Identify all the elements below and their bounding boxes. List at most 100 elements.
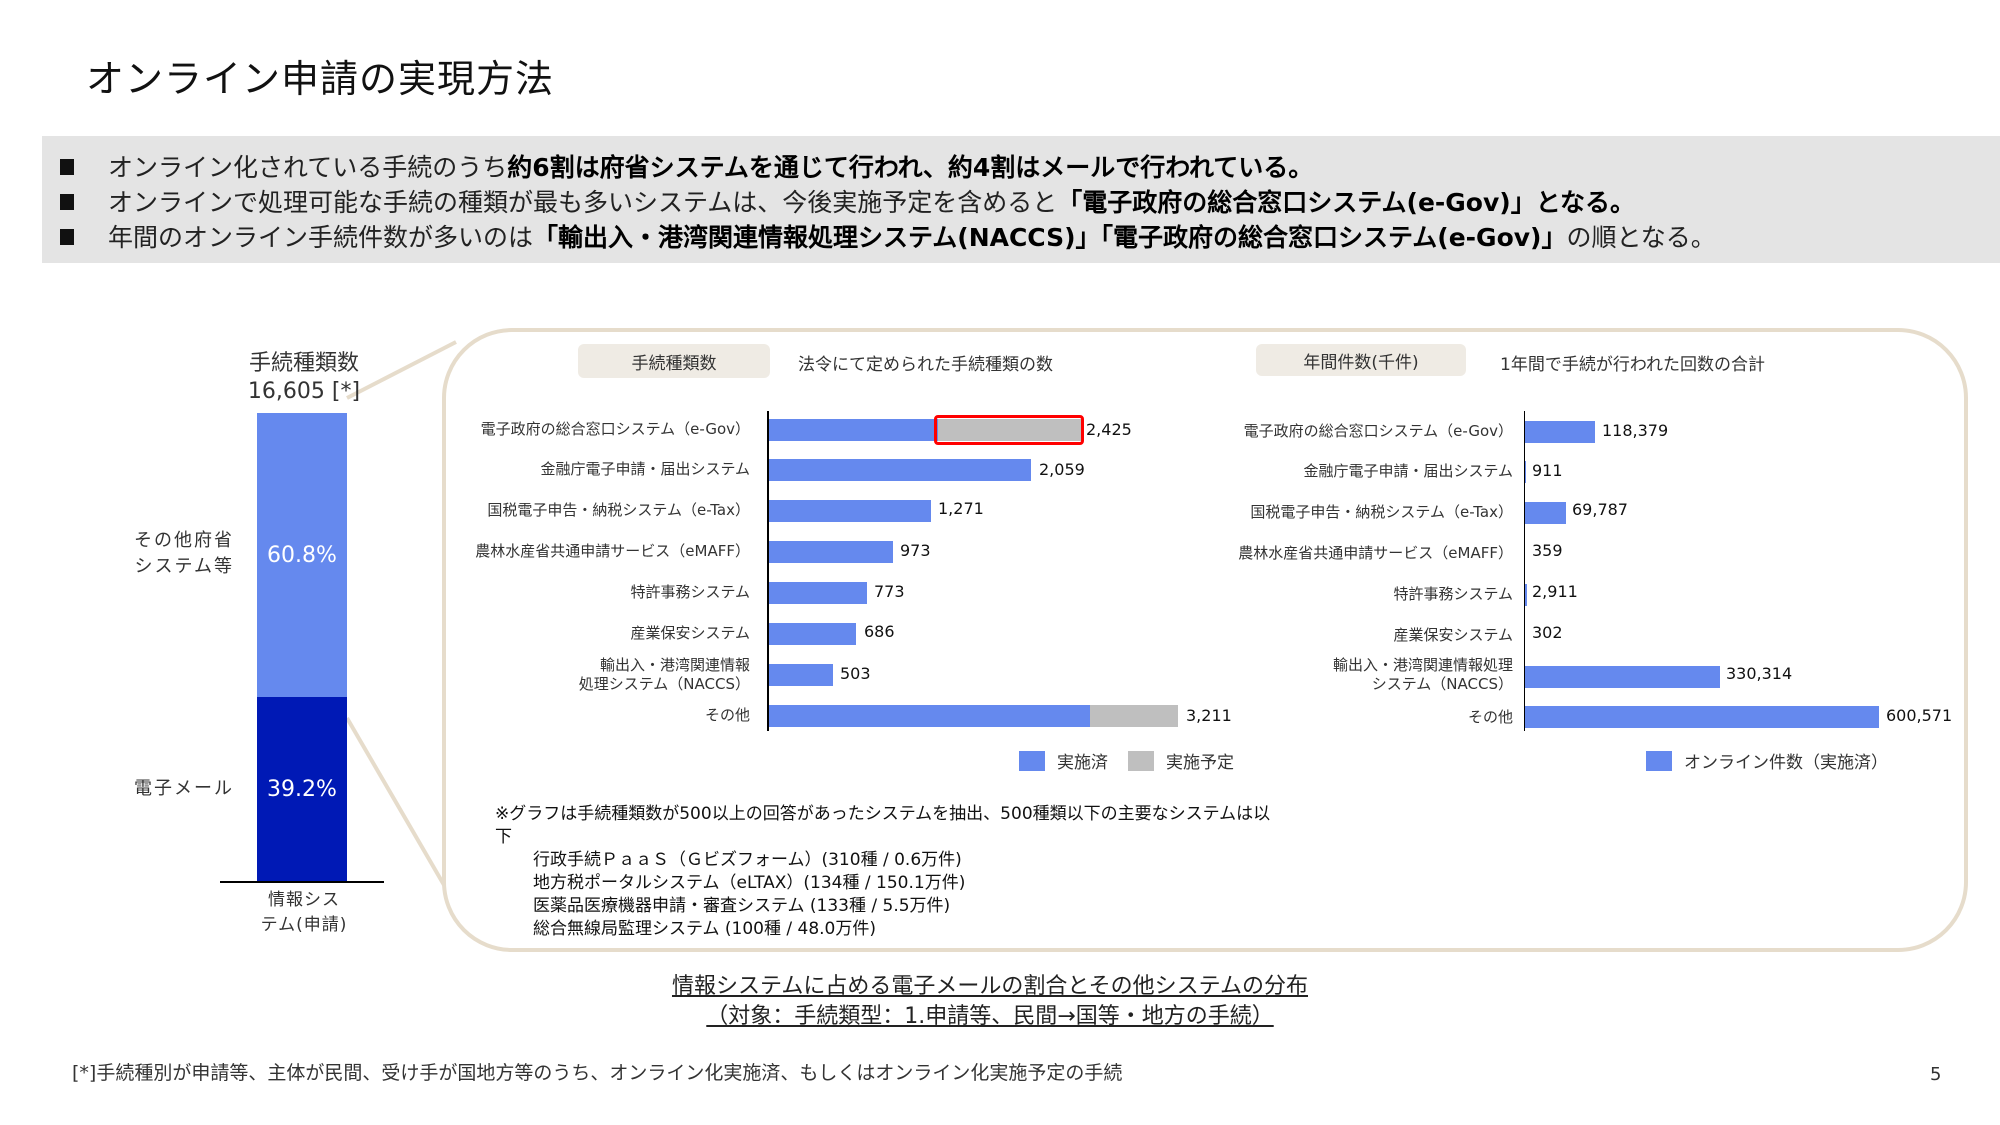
right-category-label: 電子政府の総合窓口システム（e-Gov） xyxy=(1244,422,1513,441)
legend-label: オンライン件数（実施済） xyxy=(1684,753,1888,773)
left-category-label: 産業保安システム xyxy=(630,624,750,643)
legend-label: 実施予定 xyxy=(1166,753,1234,773)
bar-implemented xyxy=(769,582,867,604)
segment-label-email: 電子メール xyxy=(116,776,234,802)
category-text: システム（NACCS） xyxy=(1371,675,1513,693)
bar-planned xyxy=(938,419,1081,441)
right-category-label: その他 xyxy=(1468,708,1513,727)
legend-label: 実施済 xyxy=(1057,753,1108,773)
note-item: 医薬品医療機器申請・審査システム (133種 / 5.5万件) xyxy=(533,896,951,916)
right-value: 330,314 xyxy=(1726,664,1793,683)
left-value: 2,059 xyxy=(1039,460,1085,479)
right-category-label: 輸出入・港湾関連情報処理 システム（NACCS） xyxy=(1333,656,1513,694)
left-value: 2,425 xyxy=(1086,420,1132,439)
right-value: 911 xyxy=(1532,461,1563,480)
summary-line-1: オンライン化されている手続のうち約6割は府省システムを通じて行われ、約4割はメー… xyxy=(60,148,1313,184)
left-category-label: 金融庁電子申請・届出システム xyxy=(540,460,750,479)
category-text: 輸出入・港湾関連情報 xyxy=(599,656,750,674)
summary-emphasis: 「電子政府の総合窓口システム(e-Gov)」となる。 xyxy=(1057,188,1635,217)
category-text: 金融庁電子申請・届出システム xyxy=(1303,462,1513,480)
right-value: 600,571 xyxy=(1886,706,1953,725)
right-category-label: 特許事務システム xyxy=(1393,585,1513,604)
summary-banner: オンライン化されている手続のうち約6割は府省システムを通じて行われ、約4割はメー… xyxy=(42,136,2000,263)
left-value: 3,211 xyxy=(1186,706,1232,725)
segment-value: 39.2% xyxy=(267,776,337,802)
label-line: テム(申請) xyxy=(260,915,348,935)
summary-tail: の順となる。 xyxy=(1566,223,1716,252)
stacked-title-line1: 手続種類数 xyxy=(248,351,359,376)
summary-text: オンライン化されている手続のうち xyxy=(108,153,508,182)
bar-implemented xyxy=(769,623,856,645)
bar-implemented xyxy=(769,664,833,686)
stacked-chart-title: 手続種類数 16,605 [*] xyxy=(226,350,382,406)
page-number: 5 xyxy=(1930,1064,1942,1085)
right-value: 118,379 xyxy=(1602,421,1669,440)
bar-online-count xyxy=(1525,461,1526,483)
square-bullet-icon xyxy=(60,159,74,175)
summary-emphasis: 約6割は府省システムを通じて行われ、約4割はメールで行われている。 xyxy=(507,153,1314,182)
category-text: 輸出入・港湾関連情報処理 xyxy=(1332,656,1513,674)
bar-implemented xyxy=(769,541,893,563)
bar-implemented xyxy=(769,705,1090,727)
bar-online-count xyxy=(1525,666,1720,688)
right-value: 2,911 xyxy=(1532,582,1578,601)
stacked-x-label: 情報シス テム(申請) xyxy=(226,888,382,938)
label-line: その他府省 xyxy=(134,530,234,551)
right-value: 69,787 xyxy=(1572,500,1628,519)
category-text: 農林水産省共通申請サービス（eMAFF） xyxy=(1238,544,1513,562)
footnote: [*]手続種別が申請等、主体が民間、受け手が国地方等のうち、オンライン化実施済、… xyxy=(72,1062,1123,1084)
category-text: 産業保安システム xyxy=(630,624,750,642)
legend-swatch xyxy=(1128,750,1154,771)
left-value: 973 xyxy=(900,541,931,560)
right-value: 302 xyxy=(1532,623,1563,642)
bar-implemented xyxy=(769,419,938,441)
label-line: システム等 xyxy=(134,556,234,577)
right-chart-axis xyxy=(1524,411,1525,731)
chart-note: ※グラフは手続種類数が500以上の回答があったシステムを抽出、500種類以下の主… xyxy=(495,803,1270,941)
left-category-label: 特許事務システム xyxy=(630,583,750,602)
note-item: 総合無線局監理システム (100種 / 48.0万件) xyxy=(533,919,876,939)
category-text: 電子政府の総合窓口システム（e-Gov） xyxy=(480,420,750,438)
caption-line: 情報システムに占める電子メールの割合とその他システムの分布 xyxy=(671,974,1309,999)
category-text: 金融庁電子申請・届出システム xyxy=(540,460,750,478)
square-bullet-icon xyxy=(60,194,74,210)
highlight-box xyxy=(934,415,1084,445)
category-text: 国税電子申告・納税システム（e-Tax） xyxy=(1250,503,1513,521)
stacked-baseline xyxy=(220,881,384,883)
bar-implemented xyxy=(769,500,931,522)
left-chart-description: 法令にて定められた手続種類の数 xyxy=(798,355,1053,375)
bar-online-count xyxy=(1525,584,1527,606)
legend-online-count: オンライン件数（実施済） xyxy=(1646,748,1888,773)
bar-planned xyxy=(1090,705,1178,727)
right-chart-description: 1年間で手続が行われた回数の合計 xyxy=(1500,355,1765,375)
summary-text: オンラインで処理可能な手続の種類が最も多いシステムは、今後実施予定を含めると xyxy=(108,188,1058,217)
left-chart-axis xyxy=(767,411,769,731)
note-line: ※グラフは手続種類数が500以上の回答があったシステムを抽出、500種類以下の主… xyxy=(495,804,1271,824)
label-line: 情報シス xyxy=(268,890,340,910)
page-title: オンライン申請の実現方法 xyxy=(86,57,555,101)
left-category-label: 国税電子申告・納税システム（e-Tax） xyxy=(487,501,750,520)
bar-implemented xyxy=(769,459,1031,481)
legend-swatch xyxy=(1019,750,1045,771)
segment-email: 39.2% xyxy=(257,697,347,881)
right-category-label: 金融庁電子申請・届出システム xyxy=(1303,462,1513,481)
note-line: 下 xyxy=(495,827,512,847)
left-category-label: 農林水産省共通申請サービス（eMAFF） xyxy=(475,542,750,561)
category-text: 処理システム（NACCS） xyxy=(578,675,750,693)
summary-line-3: 年間のオンライン手続件数が多いのは「輸出入・港湾関連情報処理システム(NACCS… xyxy=(60,218,1716,254)
stacked-title-total: 16,605 [*] xyxy=(247,379,361,404)
bar-online-count xyxy=(1525,421,1595,443)
right-category-label: 産業保安システム xyxy=(1393,626,1513,645)
segment-other-systems: 60.8% xyxy=(257,413,347,697)
right-value: 359 xyxy=(1532,541,1563,560)
pill-procedure-types: 手続種類数 xyxy=(578,344,770,378)
summary-line-2: オンラインで処理可能な手続の種類が最も多いシステムは、今後実施予定を含めると「電… xyxy=(60,183,1635,219)
category-text: その他 xyxy=(704,706,750,724)
legend-swatch xyxy=(1646,750,1672,771)
left-value: 773 xyxy=(874,582,905,601)
note-item: 地方税ポータルシステム（eLTAX）(134種 / 150.1万件) xyxy=(533,873,966,893)
category-text: 特許事務システム xyxy=(630,583,750,601)
category-text: 電子政府の総合窓口システム（e-Gov） xyxy=(1243,422,1513,440)
left-value: 686 xyxy=(864,622,895,641)
left-value: 1,271 xyxy=(938,499,984,518)
